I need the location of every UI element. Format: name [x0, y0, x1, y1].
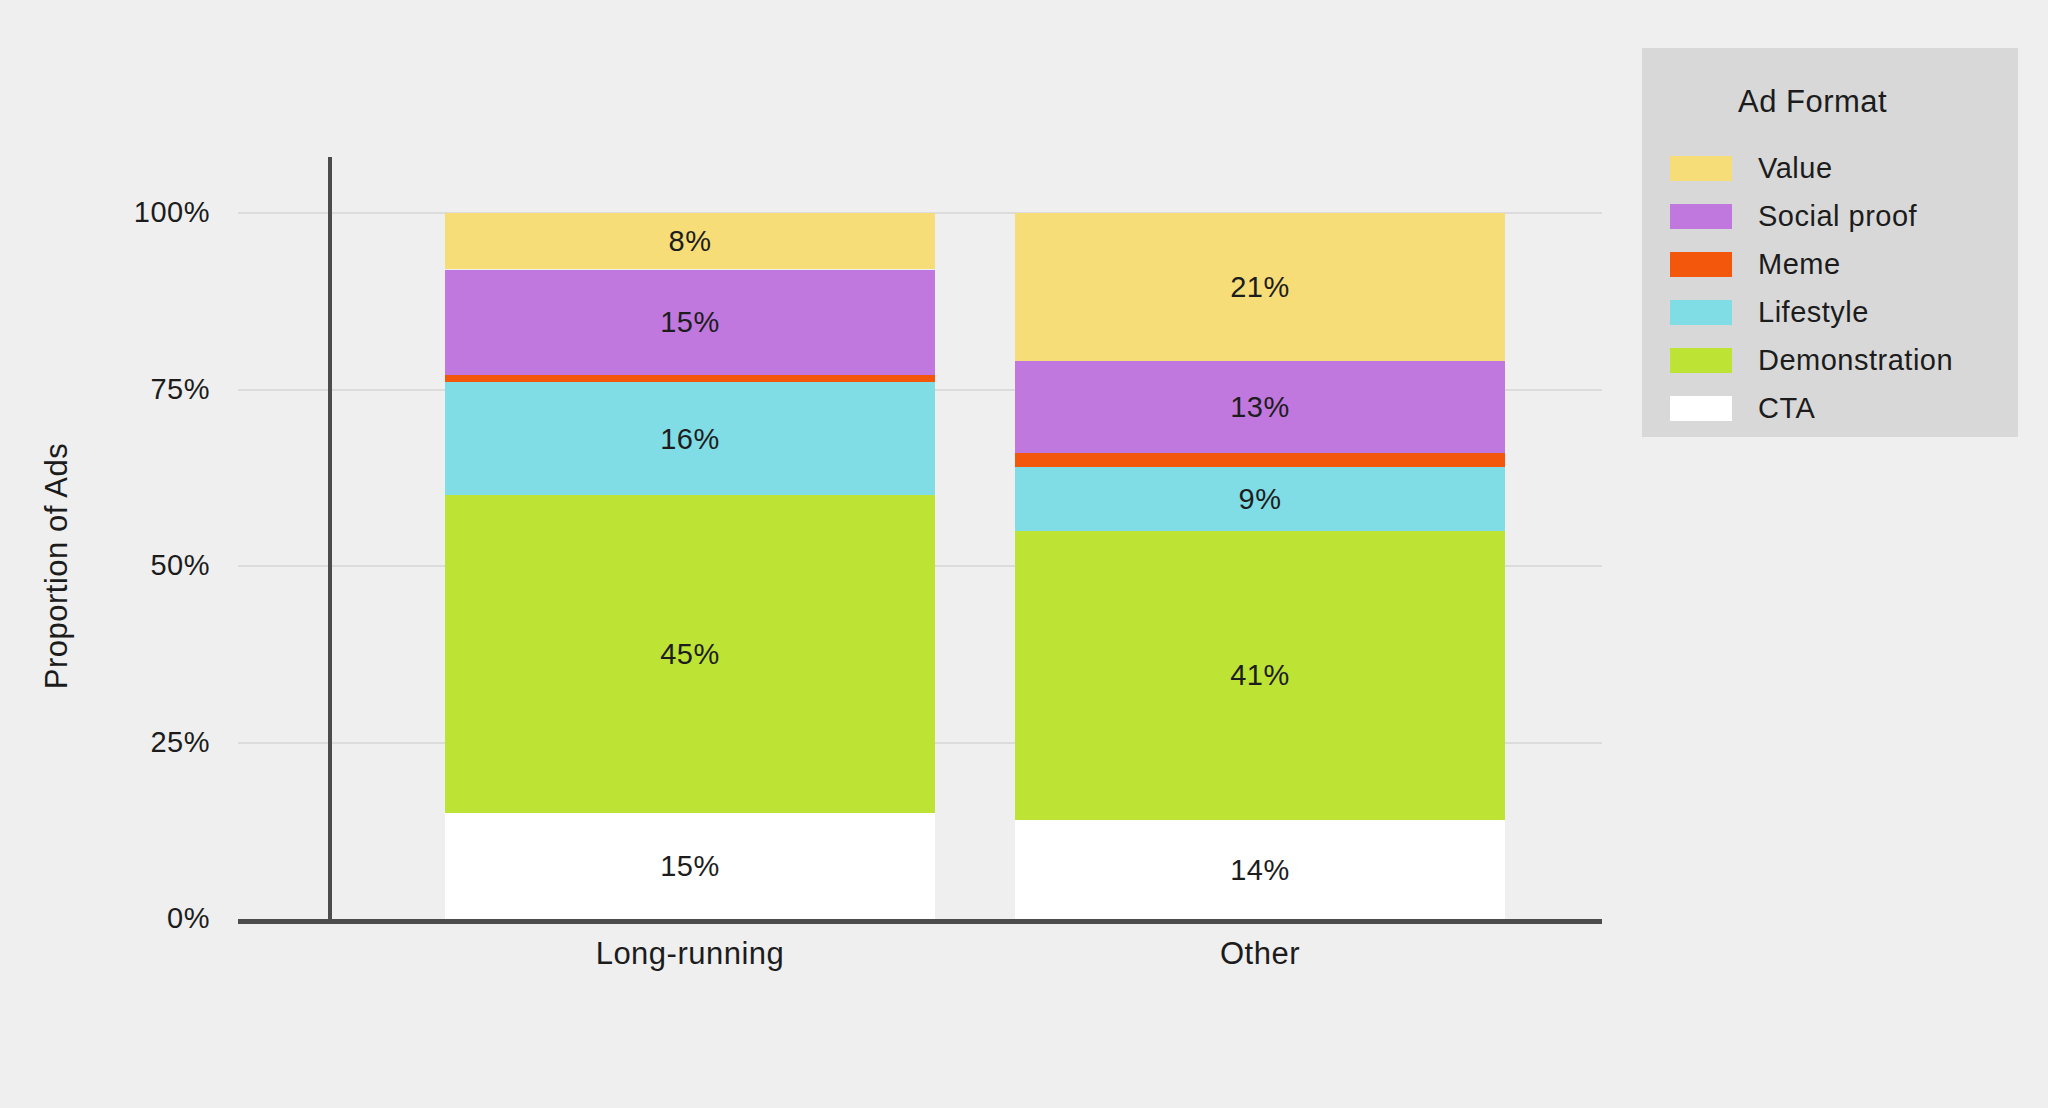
legend-item-label-meme: Meme	[1758, 248, 1841, 281]
legend-item-label-cta: CTA	[1758, 392, 1815, 425]
y-tick-label-100: 100%	[60, 196, 210, 229]
bar-segment-demonstration-other: 41%	[1015, 531, 1505, 820]
segment-label-lifestyle-other: 9%	[1015, 482, 1505, 515]
legend-item-label-demonstration: Demonstration	[1758, 344, 1953, 377]
segment-label-lifestyle-long-running: 16%	[445, 422, 935, 455]
bar-segment-lifestyle-long-running: 16%	[445, 382, 935, 495]
legend-title: Ad Format	[1642, 84, 2018, 120]
segment-label-demonstration-other: 41%	[1015, 659, 1505, 692]
legend-swatch-lifestyle	[1670, 300, 1732, 325]
bar-long-running: 15% 45% 16% 15% 8%	[445, 213, 935, 919]
legend-swatch-cta	[1670, 396, 1732, 421]
legend-item-social-proof: Social proof	[1642, 192, 2018, 240]
legend-item-label-lifestyle: Lifestyle	[1758, 296, 1869, 329]
legend-item-label-social-proof: Social proof	[1758, 200, 1917, 233]
bar-segment-social-proof-long-running: 15%	[445, 270, 935, 376]
bar-segment-value-long-running: 8%	[445, 213, 935, 269]
x-category-label-other: Other	[1015, 936, 1505, 972]
bar-segment-meme-long-running	[445, 375, 935, 382]
segment-label-value-other: 21%	[1015, 271, 1505, 304]
bar-segment-cta-long-running: 15%	[445, 813, 935, 919]
segment-label-value-long-running: 8%	[445, 225, 935, 258]
x-category-label-long-running: Long-running	[445, 936, 935, 972]
segment-label-social-proof-other: 13%	[1015, 391, 1505, 424]
legend-swatch-meme	[1670, 252, 1732, 277]
bar-segment-meme-other	[1015, 453, 1505, 467]
bar-other: 14% 41% 9% 13% 21%	[1015, 213, 1505, 919]
bar-segment-value-other: 21%	[1015, 213, 1505, 361]
legend-item-meme: Meme	[1642, 240, 2018, 288]
legend-swatch-value	[1670, 156, 1732, 181]
legend-item-value: Value	[1642, 144, 2018, 192]
x-axis-line	[238, 919, 1602, 924]
legend-item-demonstration: Demonstration	[1642, 336, 2018, 384]
segment-label-cta-long-running: 15%	[445, 850, 935, 883]
bar-segment-demonstration-long-running: 45%	[445, 495, 935, 813]
bar-segment-lifestyle-other: 9%	[1015, 467, 1505, 531]
legend-items: Value Social proof Meme Lifestyle Demonstrat…	[1642, 144, 2018, 432]
y-tick-label-0: 0%	[60, 902, 210, 935]
y-tick-label-25: 25%	[60, 726, 210, 759]
legend-swatch-demonstration	[1670, 348, 1732, 373]
bar-segment-social-proof-other: 13%	[1015, 361, 1505, 453]
segment-label-cta-other: 14%	[1015, 853, 1505, 886]
legend-item-lifestyle: Lifestyle	[1642, 288, 2018, 336]
legend-swatch-social-proof	[1670, 204, 1732, 229]
bar-segment-cta-other: 14%	[1015, 820, 1505, 919]
segment-label-demonstration-long-running: 45%	[445, 638, 935, 671]
y-tick-label-75: 75%	[60, 373, 210, 406]
segment-label-social-proof-long-running: 15%	[445, 306, 935, 339]
legend-item-cta: CTA	[1642, 384, 2018, 432]
y-tick-label-50: 50%	[60, 549, 210, 582]
legend-item-label-value: Value	[1758, 152, 1833, 185]
legend: Ad Format Value Social proof Meme Lifestyle…	[1642, 48, 2018, 437]
y-axis-line	[328, 157, 332, 919]
stacked-bar-chart: Proportion of Ads 0%25%50%75%100% 15%45%…	[0, 0, 2048, 1108]
